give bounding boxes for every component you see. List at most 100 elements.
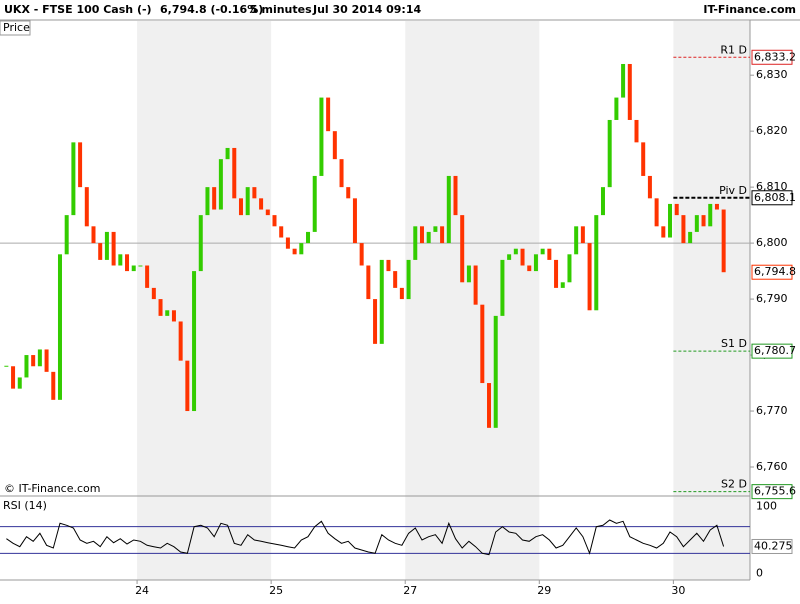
candle bbox=[64, 215, 69, 255]
level-name: R1 D bbox=[720, 43, 747, 56]
rsi-last-label: 40.275 bbox=[754, 539, 793, 552]
x-tick-label: 25 bbox=[269, 584, 283, 597]
level-label: 6,780.7 bbox=[754, 344, 796, 357]
candle bbox=[580, 226, 585, 244]
day-band bbox=[673, 21, 750, 580]
candle bbox=[634, 119, 639, 143]
y-tick-label: 6,770 bbox=[756, 404, 788, 417]
candle bbox=[78, 142, 83, 188]
candle bbox=[346, 187, 351, 199]
candle bbox=[285, 237, 290, 249]
candle bbox=[125, 254, 130, 272]
candle bbox=[145, 265, 150, 288]
candle bbox=[393, 271, 398, 288]
candle bbox=[426, 231, 431, 244]
candle bbox=[708, 203, 713, 227]
candle bbox=[359, 243, 364, 266]
candle bbox=[386, 259, 391, 272]
candle bbox=[299, 243, 304, 255]
candle bbox=[272, 215, 277, 227]
rsi-line bbox=[6, 519, 725, 556]
instrument-title: UKX - FTSE 100 Cash (-) bbox=[4, 3, 152, 16]
candle bbox=[366, 265, 371, 300]
x-tick-label: 24 bbox=[135, 584, 149, 597]
candle bbox=[57, 254, 62, 400]
candle bbox=[265, 209, 270, 216]
candle bbox=[379, 259, 384, 344]
day-band bbox=[405, 21, 540, 580]
level-box bbox=[751, 49, 793, 65]
level-box bbox=[751, 190, 793, 206]
candle bbox=[178, 321, 183, 361]
candle bbox=[554, 259, 559, 288]
candle bbox=[627, 63, 632, 120]
panel-label-box bbox=[0, 20, 31, 36]
candle bbox=[232, 147, 237, 199]
level-label: 6,755.6 bbox=[754, 485, 796, 498]
x-tick-label: 27 bbox=[403, 584, 417, 597]
candle bbox=[674, 203, 679, 216]
candle bbox=[326, 97, 331, 132]
candle bbox=[218, 159, 223, 210]
candle bbox=[621, 63, 626, 98]
candle bbox=[339, 159, 344, 188]
candle bbox=[600, 187, 605, 216]
candle bbox=[225, 147, 230, 160]
candle bbox=[540, 248, 545, 255]
panel-label: Price bbox=[3, 21, 30, 34]
candle bbox=[466, 265, 471, 283]
candle bbox=[688, 231, 693, 244]
y-tick-label: 6,810 bbox=[756, 180, 788, 193]
candle bbox=[238, 198, 243, 216]
candle bbox=[17, 377, 22, 389]
candle bbox=[4, 365, 9, 367]
candle bbox=[198, 215, 203, 272]
candle bbox=[419, 226, 424, 244]
candle bbox=[520, 248, 525, 266]
candle bbox=[560, 282, 565, 288]
candle bbox=[138, 265, 143, 267]
candle bbox=[158, 299, 163, 316]
candle bbox=[332, 131, 337, 160]
source: IT-Finance.com bbox=[703, 3, 796, 16]
candle bbox=[574, 226, 579, 255]
candle bbox=[668, 203, 673, 238]
candle bbox=[192, 271, 197, 412]
level-box bbox=[751, 343, 793, 359]
candle bbox=[493, 315, 498, 428]
candle bbox=[500, 259, 505, 316]
candle bbox=[433, 226, 438, 232]
rsi-last-box bbox=[751, 538, 793, 554]
candle bbox=[24, 355, 29, 378]
candle bbox=[352, 198, 357, 244]
candle bbox=[111, 231, 116, 266]
candle bbox=[440, 226, 445, 244]
candle bbox=[292, 248, 297, 255]
candle bbox=[118, 254, 123, 266]
candle bbox=[205, 187, 210, 216]
candle bbox=[533, 254, 538, 272]
candle bbox=[413, 226, 418, 260]
candle bbox=[399, 287, 404, 300]
candle bbox=[694, 215, 699, 232]
candle bbox=[98, 243, 103, 260]
y-tick-label: 6,790 bbox=[756, 292, 788, 305]
y-tick-label: 6,820 bbox=[756, 124, 788, 137]
candle bbox=[252, 187, 257, 199]
x-tick-label: 30 bbox=[671, 584, 685, 597]
candle bbox=[51, 371, 56, 400]
y-tick-label: 6,830 bbox=[756, 68, 788, 81]
candle bbox=[31, 355, 36, 367]
candle bbox=[131, 265, 136, 272]
candle bbox=[460, 215, 465, 283]
candle bbox=[259, 198, 264, 210]
candle bbox=[91, 226, 96, 244]
level-box bbox=[751, 484, 793, 500]
candle bbox=[587, 243, 592, 311]
candle bbox=[44, 349, 49, 372]
candle bbox=[487, 383, 492, 428]
candle bbox=[406, 259, 411, 300]
candle bbox=[661, 226, 666, 238]
